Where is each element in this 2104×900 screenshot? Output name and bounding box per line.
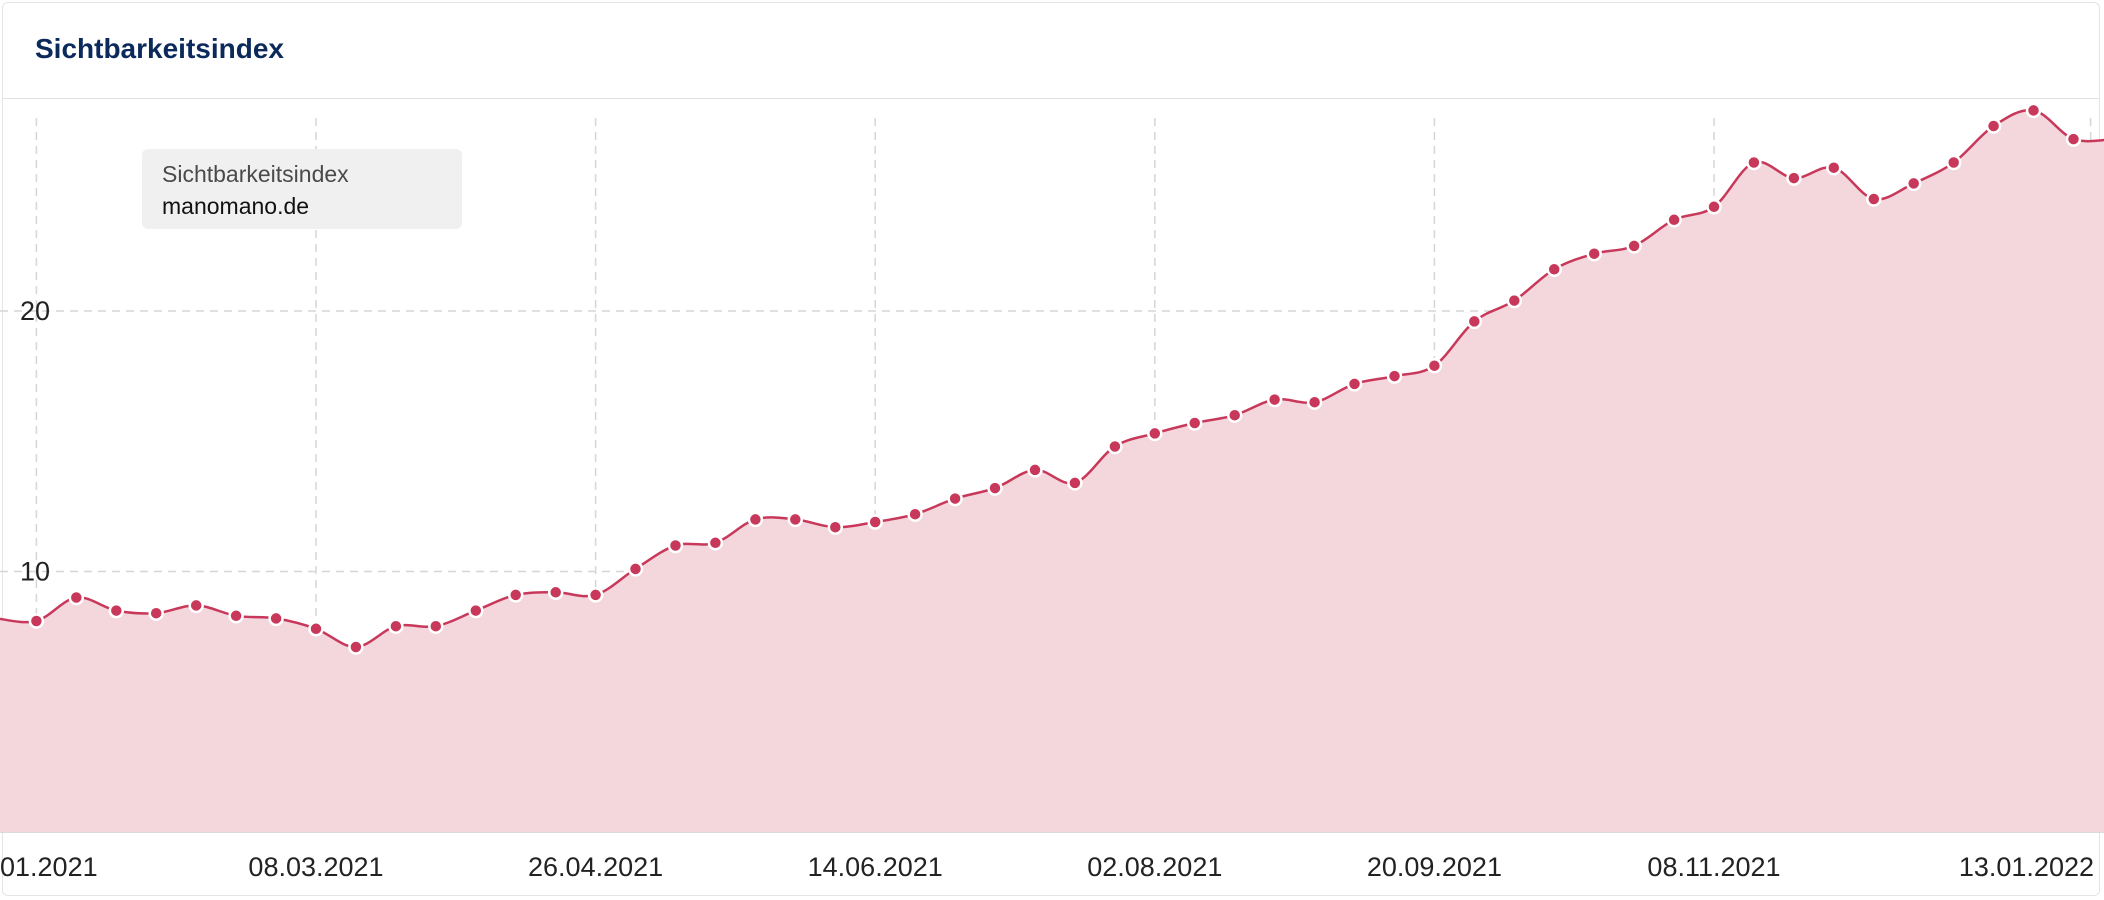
y-tick-label: 20	[20, 296, 50, 326]
series-area	[0, 110, 2104, 832]
data-point	[1905, 175, 1922, 192]
data-point	[1786, 170, 1802, 186]
legend-domain: manomano.de	[162, 193, 310, 219]
data-point	[188, 597, 204, 614]
data-point	[348, 639, 364, 655]
x-tick-label: 20.09.2021	[1367, 852, 1502, 882]
data-point	[2065, 131, 2082, 147]
data-point	[1626, 238, 1642, 254]
legend-series-label: Sichtbarkeitsindex	[162, 161, 349, 187]
data-point	[547, 584, 564, 601]
data-point	[1866, 191, 1882, 207]
data-point	[268, 610, 284, 627]
data-point	[587, 587, 604, 603]
data-point	[1266, 391, 1283, 408]
data-point	[2025, 102, 2042, 119]
data-point	[68, 589, 85, 606]
data-point	[228, 608, 244, 624]
data-point	[1586, 245, 1602, 262]
data-point	[1386, 368, 1403, 384]
x-tick-label: 26.04.2021	[528, 852, 663, 882]
data-point	[1067, 475, 1083, 491]
data-point	[108, 602, 125, 619]
data-point	[867, 514, 883, 530]
data-point	[1027, 462, 1043, 478]
data-point	[1306, 394, 1323, 410]
y-axis: 10 20	[20, 296, 50, 587]
data-point	[28, 613, 45, 629]
data-point	[947, 490, 963, 507]
data-point	[1226, 407, 1243, 423]
data-point	[1107, 438, 1123, 455]
data-point	[1945, 154, 1962, 171]
data-point	[468, 602, 484, 619]
y-tick-label: 10	[20, 557, 50, 587]
data-point	[1147, 425, 1163, 442]
x-axis: 01.2021 08.03.2021 26.04.2021 14.06.2021 02.…	[0, 852, 2094, 882]
data-point	[388, 618, 404, 634]
x-tick-label: 14.06.2021	[808, 852, 943, 882]
data-point	[747, 511, 764, 528]
data-point	[827, 519, 844, 535]
data-point	[1706, 199, 1722, 215]
data-point	[627, 561, 644, 577]
data-point	[428, 618, 444, 634]
data-point	[907, 506, 923, 522]
data-point	[987, 480, 1003, 496]
x-tick-label: 01.2021	[0, 852, 98, 882]
data-point	[1746, 154, 1762, 171]
data-point	[148, 605, 164, 621]
chart-legend: Sichtbarkeitsindex manomano.de	[142, 149, 462, 229]
data-point	[1546, 261, 1562, 278]
data-point	[308, 621, 324, 637]
data-point	[507, 587, 524, 603]
data-point	[667, 537, 684, 554]
data-point	[1466, 313, 1483, 330]
data-point	[1985, 118, 2002, 134]
data-point	[1426, 357, 1443, 374]
data-point	[707, 535, 724, 551]
data-point	[1506, 292, 1523, 309]
card-title: Sichtbarkeitsindex	[35, 33, 284, 64]
x-tick-label: 08.03.2021	[248, 852, 383, 882]
data-point	[787, 511, 804, 528]
card-header: Sichtbarkeitsindex	[3, 3, 2099, 99]
x-tick-label: 08.11.2021	[1647, 852, 1780, 882]
data-point	[1826, 159, 1842, 176]
series-points	[28, 102, 2082, 655]
data-point	[1666, 212, 1682, 228]
data-point	[1186, 415, 1203, 431]
x-tick-label: 13.01.2022	[1959, 852, 2094, 882]
x-tick-label: 02.08.2021	[1087, 852, 1222, 882]
data-point	[1346, 376, 1363, 392]
